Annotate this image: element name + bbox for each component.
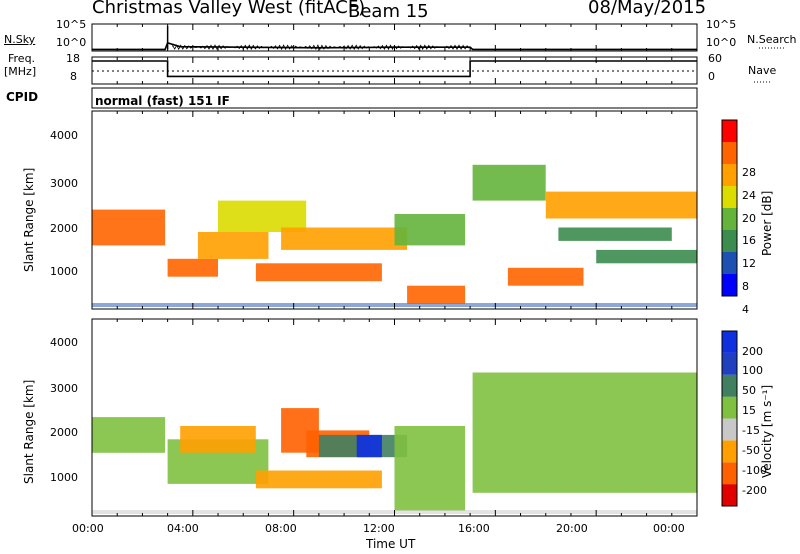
power-cb-tick-4: 12: [742, 257, 756, 270]
power-cb-tick-3: 16: [742, 234, 756, 247]
xtick-3: 12:00: [363, 522, 395, 535]
freq-line: [92, 60, 697, 78]
velocity-ytick-4000: 4000: [50, 336, 78, 349]
velocity-band: [356, 434, 382, 458]
vel-cb-tick-1: 100: [742, 364, 763, 377]
velocity-colorbar-frame: [721, 330, 738, 507]
power-band: [394, 214, 466, 246]
xtick-6: 00:00: [653, 522, 685, 535]
power-band: [407, 285, 466, 304]
freq-tick-bottom: 8: [70, 70, 77, 83]
power-ytick-4000: 4000: [50, 129, 78, 142]
freq-tick-top: 18: [66, 52, 80, 65]
vel-cb-tick-2: 50: [742, 384, 756, 397]
nave-tick-bottom: 0: [708, 70, 715, 83]
noise-tick-bottom-right: 10^0: [706, 36, 737, 49]
power-colorbar-segment: [722, 186, 737, 208]
power-colorbar-segment: [722, 274, 737, 296]
power-cb-tick-2: 20: [742, 212, 756, 225]
cpid-label: CPID: [6, 90, 39, 104]
xtick-1: 04:00: [167, 522, 199, 535]
velocity-band: [92, 417, 166, 453]
power-cb-tick-1: 24: [742, 189, 756, 202]
power-colorbar-frame: [721, 119, 738, 297]
power-cb-tick-0: 28: [742, 166, 756, 179]
power-cb-tick-5: 8: [742, 280, 749, 293]
velocity-colorbar-segment: [722, 396, 737, 419]
vel-cb-tick-7: -200: [742, 484, 767, 497]
power-band: [167, 258, 218, 277]
nave-label: Nave: [748, 64, 777, 77]
xtick-2: 08:00: [265, 522, 297, 535]
velocity-colorbar-segment: [722, 462, 737, 485]
velocity-colorbar-segment: [722, 484, 737, 506]
noise-tick-top-right: 10^5: [706, 18, 737, 31]
freq-unit: [MHz]: [4, 65, 37, 78]
power-band: [255, 263, 382, 282]
date-label: 08/May/2015: [588, 0, 707, 18]
velocity-colorbar-segment: [722, 440, 737, 463]
power-ytick-3000: 3000: [50, 177, 78, 190]
nsearch-line: [172, 44, 470, 51]
velocity-band: [394, 426, 466, 511]
power-band: [218, 200, 307, 232]
noise-tick-bottom: 10^0: [56, 36, 87, 49]
power-band: [472, 164, 546, 201]
velocity-ytick-1000: 1000: [50, 471, 78, 484]
noise-tick-top: 10^5: [56, 18, 87, 31]
power-band: [197, 232, 269, 259]
power-ytick-2000: 2000: [50, 222, 78, 235]
nave-tick-top: 60: [708, 52, 722, 65]
vel-cb-tick-0: 200: [742, 345, 763, 358]
power-colorbar-segment: [722, 142, 737, 164]
station-title: Christmas Valley West (fitACF): [92, 0, 366, 18]
power-colorbar-segment: [722, 120, 737, 142]
vel-cb-tick-3: 15: [742, 404, 756, 417]
freq-label: Freq.: [8, 52, 36, 65]
velocity-colorbar-segment: [722, 352, 737, 375]
velocity-ytick-3000: 3000: [50, 382, 78, 395]
beam-label: Beam 15: [348, 1, 429, 22]
power-band: [558, 227, 672, 241]
power-band: [507, 267, 584, 286]
nsky-label: N.Sky: [4, 33, 36, 46]
power-band: [281, 227, 408, 250]
power-band: [596, 249, 697, 264]
xaxis-label: Time UT: [366, 537, 416, 551]
power-band: [92, 209, 166, 246]
xtick-0: 00:00: [72, 522, 104, 535]
vel-cb-tick-4: -15: [742, 424, 760, 437]
nsearch-label: N.Search: [747, 33, 797, 46]
velocity-ytick-2000: 2000: [50, 426, 78, 439]
velocity-band: [180, 426, 256, 453]
cpid-text: normal (fast) 151 IF: [95, 94, 230, 108]
velocity-band: [472, 372, 697, 493]
velocity-colorbar-segment: [722, 418, 737, 441]
power-band: [545, 191, 698, 219]
velocity-band: [255, 470, 382, 489]
power-ytick-1000: 1000: [50, 265, 78, 278]
velocity-colorbar-segment: [722, 331, 737, 353]
xtick-4: 16:00: [458, 522, 490, 535]
power-colorbar-segment: [722, 164, 737, 186]
vel-cb-tick-6: -100: [742, 464, 767, 477]
velocity-colorbar-segment: [722, 374, 737, 397]
power-colorbar-segment: [722, 252, 737, 274]
power-cb-tick-6: 4: [742, 303, 749, 316]
xtick-5: 20:00: [556, 522, 588, 535]
power-colorbar-segment: [722, 208, 737, 230]
power-colorbar-segment: [722, 230, 737, 252]
vel-cb-tick-5: -50: [742, 444, 760, 457]
cpid-panel-frame: [91, 87, 698, 109]
